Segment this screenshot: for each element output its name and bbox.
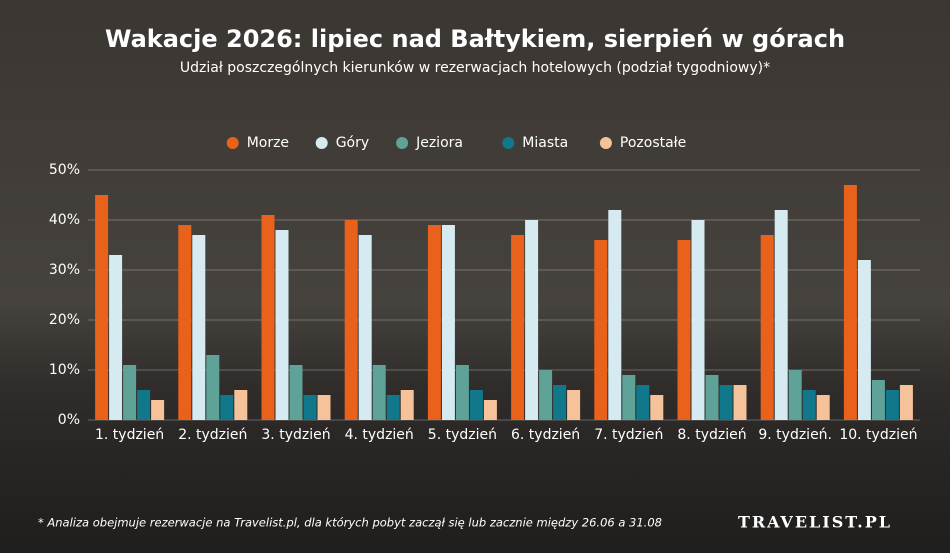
legend-marker (396, 137, 409, 149)
bar (234, 390, 248, 420)
legend-label: Pozostałe (620, 135, 686, 151)
legend-label: Miasta (522, 135, 568, 151)
bar (843, 185, 857, 420)
bar (774, 210, 788, 420)
x-tick-label: 4. tydzień (345, 427, 414, 443)
chart-subtitle: Udział poszczególnych kierunków w rezerw… (180, 60, 770, 76)
bar (206, 355, 220, 420)
x-tick-label: 9. tydzień. (758, 427, 832, 443)
bar (455, 365, 469, 420)
legend-marker (226, 137, 239, 149)
bar (691, 220, 705, 420)
bar (636, 385, 650, 420)
bar (857, 260, 871, 420)
bar (358, 235, 372, 420)
legend-label: Jeziora (415, 135, 463, 151)
bar (802, 390, 816, 420)
y-tick-label: 50% (49, 162, 80, 178)
bar (386, 395, 400, 420)
bar (151, 400, 165, 420)
brand-logo: TRAVELIST.PL (738, 513, 892, 532)
footnote: * Analiza obejmuje rezerwacje na Traveli… (38, 516, 662, 530)
x-tick-label: 6. tydzień (511, 427, 580, 443)
bar (317, 395, 331, 420)
bar (441, 225, 455, 420)
bar (123, 365, 137, 420)
bar (95, 195, 109, 420)
bar (427, 225, 441, 420)
bar (303, 395, 317, 420)
bar (733, 385, 747, 420)
x-tick-label: 10. tydzień (839, 427, 917, 443)
x-tick-label: 3. tydzień (261, 427, 330, 443)
bar (539, 370, 553, 420)
bar (178, 225, 192, 420)
bar (344, 220, 358, 420)
y-tick-label: 20% (49, 312, 80, 328)
bar (567, 390, 581, 420)
bar (553, 385, 567, 420)
chart-title: Wakacje 2026: lipiec nad Bałtykiem, sier… (105, 25, 845, 53)
bar (719, 385, 733, 420)
bar (760, 235, 774, 420)
bar (622, 375, 636, 420)
legend-marker (599, 137, 612, 149)
y-tick-label: 30% (49, 262, 80, 278)
bar (469, 390, 483, 420)
y-tick-label: 0% (58, 412, 80, 428)
bar (705, 375, 719, 420)
bar (289, 365, 303, 420)
legend-label: Morze (247, 135, 289, 151)
x-tick-label: 1. tydzień (95, 427, 164, 443)
bar (677, 240, 691, 420)
bar (608, 210, 622, 420)
legend-marker (502, 137, 515, 149)
y-tick-label: 10% (49, 362, 80, 378)
bar (899, 385, 913, 420)
bar (885, 390, 899, 420)
bar (816, 395, 830, 420)
legend-marker (315, 137, 328, 149)
bar (261, 215, 275, 420)
y-tick-label: 40% (49, 212, 80, 228)
bar (192, 235, 206, 420)
bar (871, 380, 885, 420)
x-tick-label: 8. tydzień (677, 427, 746, 443)
bar (511, 235, 525, 420)
x-tick-label: 2. tydzień (178, 427, 247, 443)
bar (109, 255, 123, 420)
bar (275, 230, 289, 420)
bar (372, 365, 386, 420)
bar (137, 390, 151, 420)
bar (525, 220, 539, 420)
bar (650, 395, 664, 420)
legend-label: Góry (336, 135, 369, 151)
bar (483, 400, 497, 420)
x-tick-label: 5. tydzień (428, 427, 497, 443)
bar (220, 395, 234, 420)
bar (400, 390, 414, 420)
x-tick-label: 7. tydzień (594, 427, 663, 443)
bar (788, 370, 802, 420)
bar (594, 240, 608, 420)
